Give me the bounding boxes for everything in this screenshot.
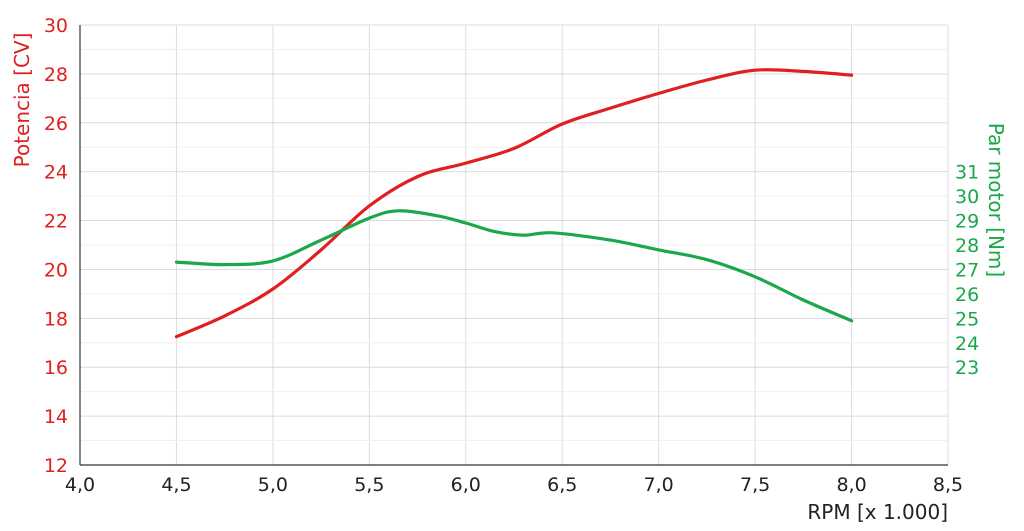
- x-tick-label: 8,0: [836, 474, 866, 496]
- y-right-tick-label: 27: [955, 259, 979, 281]
- x-tick-label: 7,0: [644, 474, 674, 496]
- y-right-tick-label: 26: [955, 284, 979, 306]
- x-tick-label: 6,5: [547, 474, 577, 496]
- x-tick-label: 7,5: [740, 474, 770, 496]
- series-line-potencia: [174, 68, 854, 339]
- y-left-tick-label: 16: [44, 357, 68, 379]
- y-left-tick-label: 14: [44, 406, 68, 428]
- y-left-tick-label: 20: [44, 259, 68, 281]
- grid-lines: [80, 24, 949, 465]
- x-tick-label: 8,5: [933, 474, 963, 496]
- y-right-tick-label: 30: [955, 186, 979, 208]
- y-right-tick-label: 25: [955, 308, 979, 330]
- y-right-tick-label: 23: [955, 357, 979, 379]
- series-lines: [174, 68, 854, 339]
- axes: [79, 25, 948, 466]
- y-right-tick-label: 28: [955, 235, 979, 257]
- x-tick-label: 5,0: [258, 474, 288, 496]
- y-right-tick-label: 29: [955, 211, 979, 233]
- y-left-tick-label: 30: [44, 15, 68, 37]
- x-tick-label: 4,5: [161, 474, 191, 496]
- y-left-tick-labels: 12 14 16 18 20 22 24 26 28 30: [44, 15, 68, 477]
- y-left-tick-label: 28: [44, 64, 68, 86]
- y-right-axis-title: Par motor [Nm]: [984, 123, 1008, 277]
- x-tick-label: 4,0: [65, 474, 95, 496]
- x-tick-labels: 4,0 4,5 5,0 5,5 6,0 6,5 7,0 7,5 8,0 8,5: [65, 474, 963, 496]
- y-left-tick-label: 12: [44, 455, 68, 477]
- y-left-tick-label: 22: [44, 211, 68, 233]
- x-axis-title: RPM [x 1.000]: [807, 500, 948, 524]
- y-left-tick-label: 18: [44, 308, 68, 330]
- x-tick-label: 6,0: [451, 474, 481, 496]
- series-line-par-motor: [174, 209, 854, 323]
- y-left-axis-title: Potencia [CV]: [10, 33, 34, 168]
- x-tick-label: 5,5: [354, 474, 384, 496]
- y-right-tick-label: 24: [955, 333, 979, 355]
- y-right-tick-label: 31: [955, 162, 979, 184]
- y-left-tick-label: 26: [44, 113, 68, 135]
- y-left-tick-label: 24: [44, 162, 68, 184]
